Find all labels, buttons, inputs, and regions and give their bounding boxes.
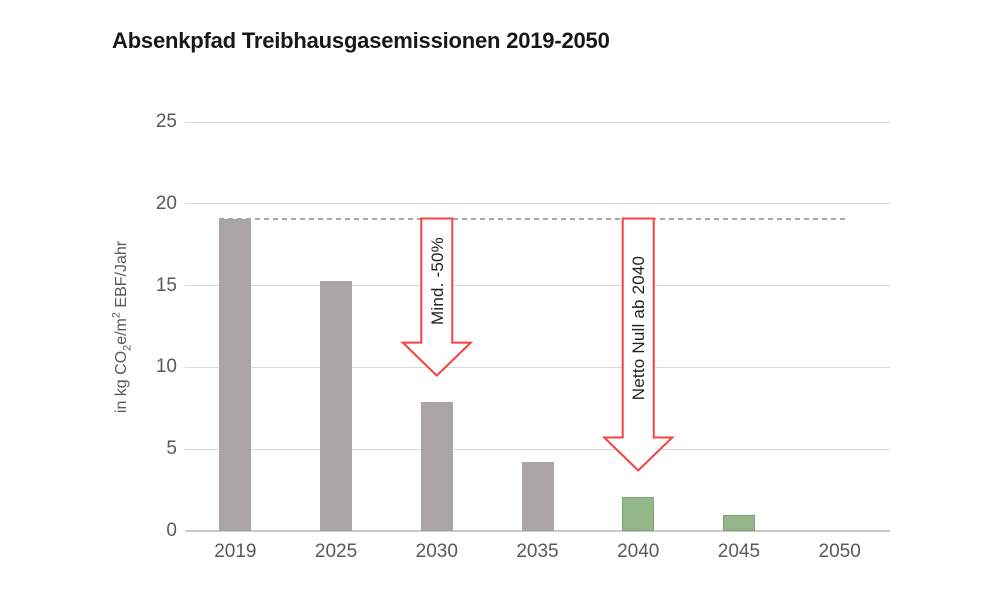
grid-line [185, 285, 890, 287]
grid-line [185, 203, 890, 205]
x-tick-label: 2035 [516, 541, 559, 562]
bar-2035 [521, 462, 554, 531]
x-tick-label: 2019 [214, 541, 257, 562]
annotation-label: Netto Null ab 2040 [629, 255, 649, 401]
reference-dashed-line [219, 217, 847, 220]
y-tick-label: 0 [166, 520, 177, 542]
y-tick-label: 15 [155, 274, 177, 296]
bar-2025 [320, 280, 353, 531]
bar-2030 [420, 401, 453, 531]
x-tick-label: 2050 [818, 541, 861, 562]
x-tick-label: 2040 [617, 541, 660, 562]
x-tick-label: 2025 [314, 541, 358, 562]
y-tick-label: 10 [155, 356, 177, 378]
grid-line [185, 366, 890, 368]
chart-title: Absenkpfad Treibhausgasemissionen 2019-2… [112, 28, 610, 53]
grid-line [185, 121, 890, 123]
bar-2045 [722, 514, 755, 531]
x-tick-label: 2030 [415, 541, 458, 562]
bar-2040 [622, 496, 655, 531]
y-tick-label: 5 [166, 438, 177, 460]
x-axis-baseline [185, 530, 890, 532]
y-tick-label: 25 [155, 111, 177, 133]
x-tick-label: 2045 [717, 541, 761, 562]
bar-2019 [219, 218, 252, 531]
grid-line [185, 448, 890, 450]
annotation-label: Mind. -50% [427, 236, 447, 325]
y-tick-label: 20 [155, 192, 177, 214]
